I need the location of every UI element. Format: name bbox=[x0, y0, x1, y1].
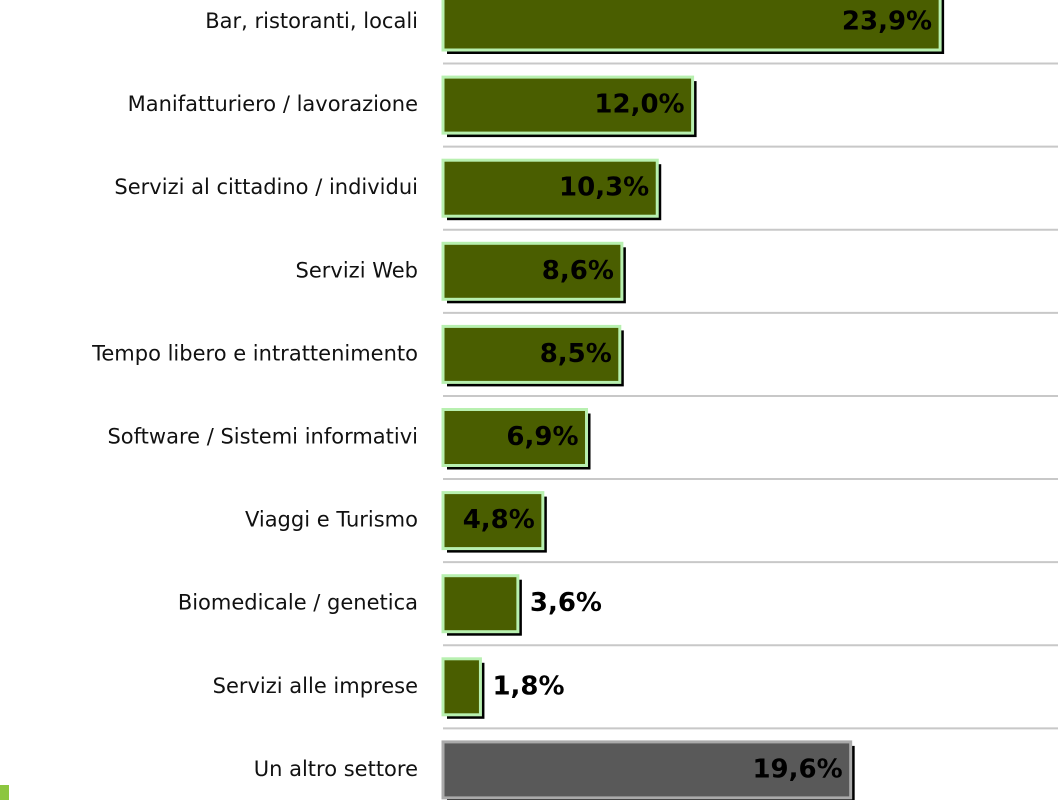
bar bbox=[441, 740, 853, 800]
category-label: Biomedicale / genetica bbox=[178, 591, 418, 615]
value-label: 8,6% bbox=[542, 256, 614, 286]
value-label: 3,6% bbox=[530, 588, 602, 618]
category-label: Un altro settore bbox=[254, 757, 418, 781]
category-label: Viaggi e Turismo bbox=[245, 508, 418, 532]
value-label: 12,0% bbox=[594, 90, 684, 120]
category-label: Bar, ristoranti, locali bbox=[205, 9, 418, 33]
bar bbox=[441, 0, 942, 52]
bar bbox=[441, 574, 520, 634]
bar bbox=[441, 158, 659, 218]
category-label: Servizi al cittadino / individui bbox=[114, 175, 418, 199]
bar bbox=[441, 491, 545, 551]
value-label: 19,6% bbox=[752, 754, 842, 784]
value-label: 4,8% bbox=[463, 505, 535, 535]
category-label: Servizi alle imprese bbox=[213, 674, 418, 698]
value-label: 23,9% bbox=[842, 7, 932, 37]
value-label: 10,3% bbox=[559, 173, 649, 203]
corner-accent bbox=[0, 785, 9, 800]
bar bbox=[441, 657, 482, 717]
bar bbox=[441, 324, 622, 384]
category-label: Manifatturiero / lavorazione bbox=[128, 92, 418, 116]
category-label: Servizi Web bbox=[296, 258, 418, 282]
category-label: Software / Sistemi informativi bbox=[107, 425, 418, 449]
value-label: 1,8% bbox=[492, 671, 564, 701]
bar bbox=[441, 75, 695, 135]
value-label: 8,5% bbox=[540, 339, 612, 369]
value-label: 6,9% bbox=[506, 422, 578, 452]
category-label: Tempo libero e intrattenimento bbox=[91, 341, 418, 365]
bar bbox=[441, 241, 624, 301]
bar bbox=[441, 408, 589, 467]
